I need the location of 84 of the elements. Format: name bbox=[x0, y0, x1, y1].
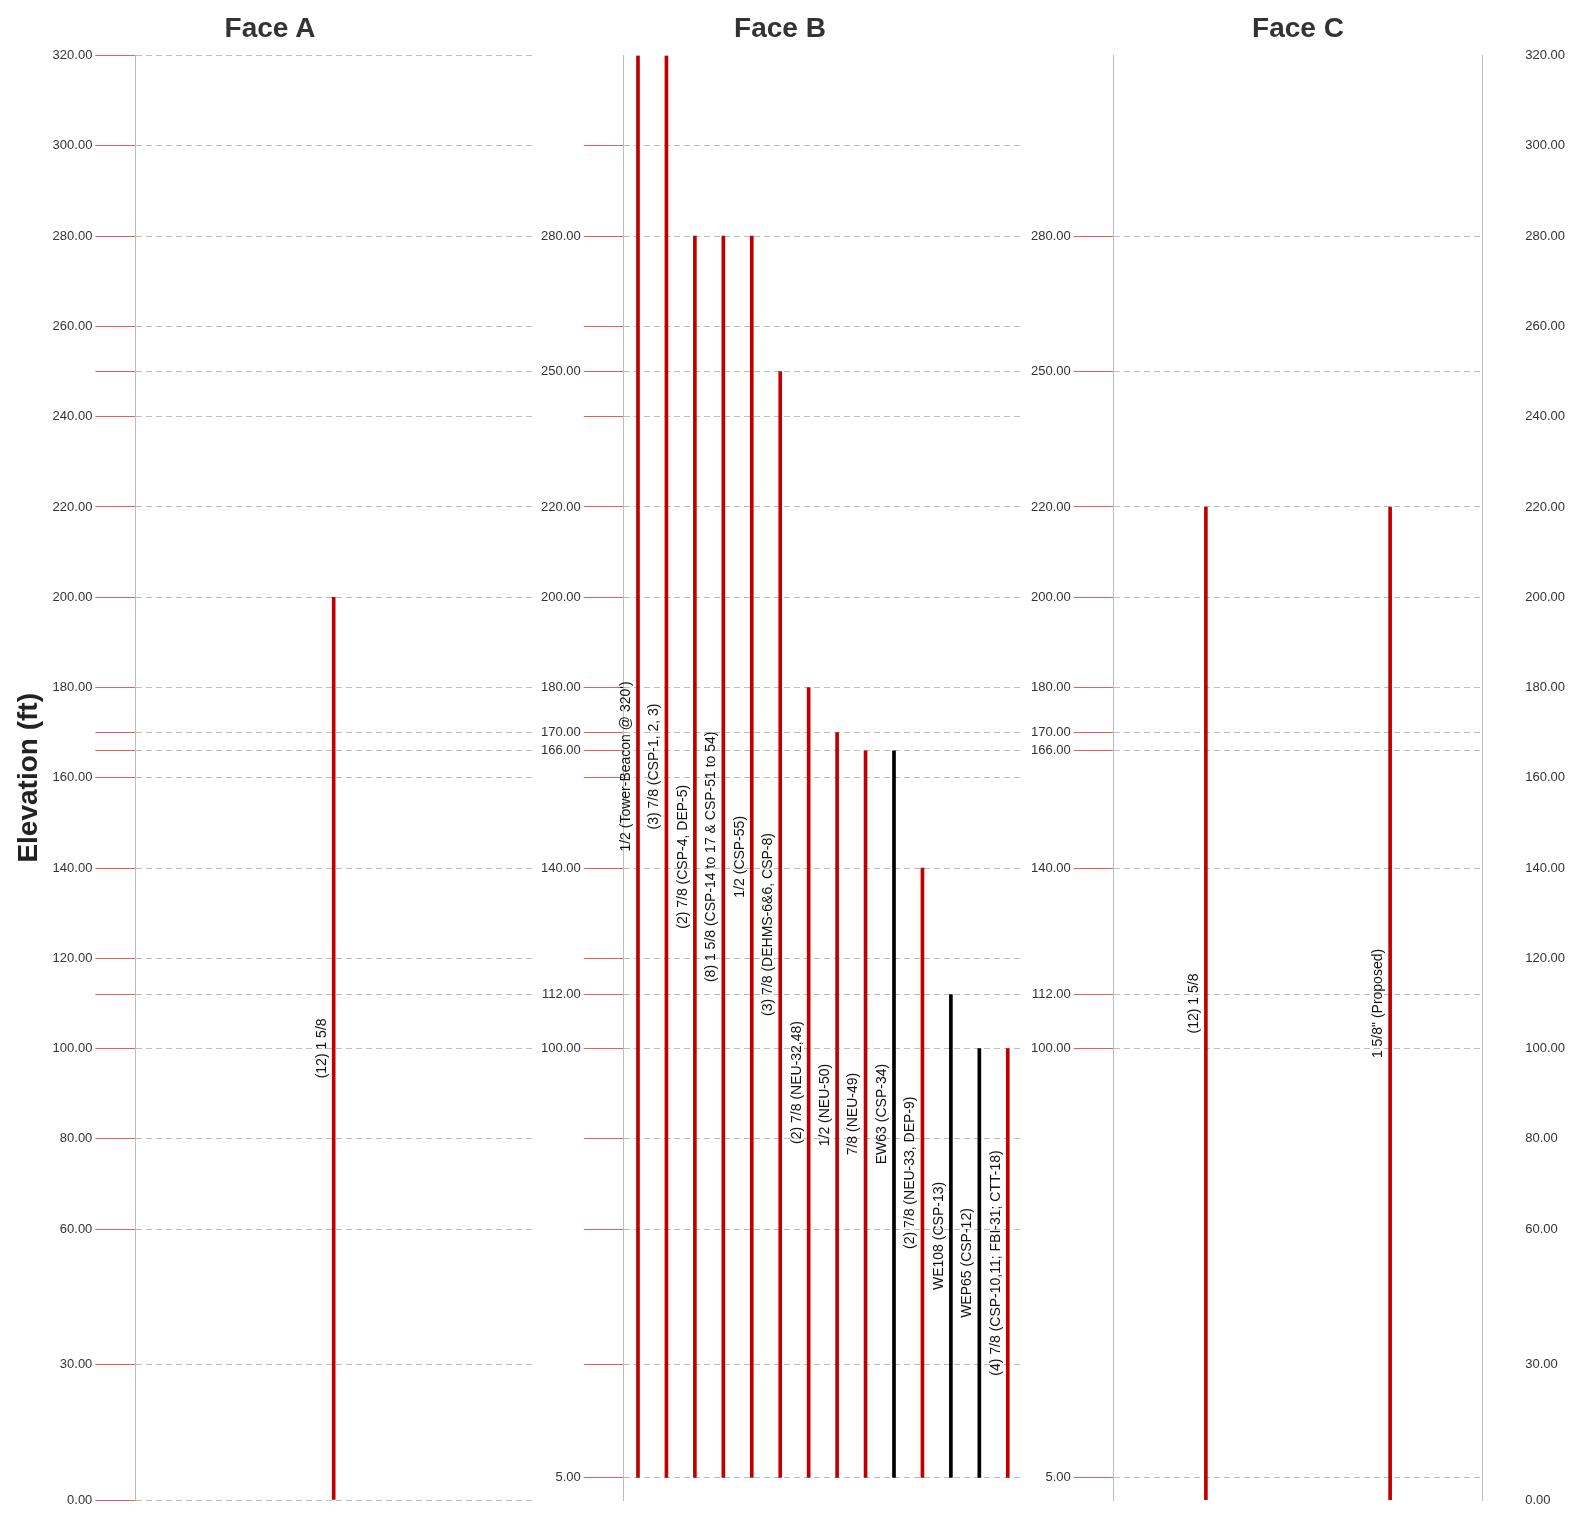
x-tick-label: (12) 1 5/8 bbox=[1184, 973, 1201, 1034]
y-tick-label: 140.00 bbox=[1031, 859, 1071, 875]
x-tick-label: WE108 (CSP-13) bbox=[929, 1181, 946, 1291]
y-tick-label: 200.00 bbox=[1031, 588, 1071, 604]
bar bbox=[693, 235, 697, 1478]
y-tick-label: 250.00 bbox=[1031, 363, 1071, 379]
x-tick-label: (8) 1 5/8 (CSP-14 to 17 & CSP-51 to 54) bbox=[702, 731, 719, 983]
y-tick-label: 180.00 bbox=[52, 679, 93, 695]
y-tick-label: 240.00 bbox=[52, 408, 93, 424]
y-tick-label: 100.00 bbox=[541, 1040, 581, 1056]
y-tick-label: 300.00 bbox=[52, 137, 93, 153]
x-tick-label: (4) 7/8 (CSP-10,11; FBI-31; CTT-18) bbox=[986, 1150, 1003, 1376]
y2-tick-label: 220.00 bbox=[1525, 498, 1565, 514]
y-tick-label: 170.00 bbox=[1031, 724, 1071, 740]
y-tick-label: 166.00 bbox=[541, 742, 581, 758]
x-tick-label: 1/2 (NEU-50) bbox=[815, 1063, 832, 1147]
y-tick-label: 0.00 bbox=[67, 1491, 93, 1507]
y-tick-label: 280.00 bbox=[52, 227, 93, 243]
y2-tick-label: 180.00 bbox=[1525, 679, 1565, 695]
y2-tick-label: 280.00 bbox=[1525, 227, 1565, 243]
y-tick-label: 280.00 bbox=[541, 227, 581, 243]
y-tick-label: 180.00 bbox=[541, 679, 581, 695]
y2-tick-label: 80.00 bbox=[1525, 1130, 1558, 1146]
y-tick-label: 60.00 bbox=[59, 1220, 93, 1236]
y2-tick-label: 160.00 bbox=[1525, 769, 1565, 785]
chart-title: Face B bbox=[734, 11, 826, 43]
y-tick-label: 112.00 bbox=[541, 986, 581, 1002]
x-tick-label: (3) 7/8 (CSP-1, 2, 3) bbox=[645, 703, 662, 830]
y-tick-label: 120.00 bbox=[52, 949, 93, 965]
y-tick-label: 180.00 bbox=[1031, 679, 1071, 695]
y2-tick-label: 0.00 bbox=[1525, 1491, 1551, 1507]
y-tick-label: 112.00 bbox=[1031, 986, 1071, 1002]
x-tick-label: (2) 7/8 (NEU-33, DEP-9) bbox=[901, 1096, 918, 1249]
y2-tick-label: 240.00 bbox=[1525, 408, 1565, 424]
y-tick-label: 320.00 bbox=[52, 47, 93, 63]
y-tick-label: 100.00 bbox=[1031, 1040, 1071, 1056]
bar bbox=[749, 235, 754, 1478]
y2-tick-label: 140.00 bbox=[1525, 859, 1565, 875]
x-tick-label: (2) 7/8 (CSP-4, DEP-5) bbox=[673, 784, 690, 929]
bar bbox=[721, 235, 726, 1478]
y-tick-label: 140.00 bbox=[541, 859, 581, 875]
chart-title: Face C bbox=[1252, 11, 1344, 43]
x-tick-label: WEP65 (CSP-12) bbox=[958, 1208, 975, 1318]
y-tick-label: 220.00 bbox=[52, 498, 93, 514]
y2-tick-label: 60.00 bbox=[1525, 1220, 1558, 1236]
y-tick-label: 250.00 bbox=[541, 363, 581, 379]
y2-tick-label: 300.00 bbox=[1525, 137, 1565, 153]
bar bbox=[636, 55, 640, 1478]
y-tick-label: 100.00 bbox=[52, 1040, 93, 1056]
y-tick-label: 166.00 bbox=[1031, 742, 1071, 758]
y-tick-label: 260.00 bbox=[52, 318, 93, 333]
y2-tick-label: 320.00 bbox=[1525, 47, 1565, 63]
x-tick-label: 1 5/8" (Proposed) bbox=[1368, 948, 1385, 1059]
chart-title: Face A bbox=[224, 11, 316, 43]
y-tick-label: 140.00 bbox=[52, 859, 93, 875]
bar bbox=[892, 750, 896, 1478]
y-tick-label: 5.00 bbox=[555, 1469, 581, 1485]
y2-tick-label: 30.00 bbox=[1525, 1356, 1558, 1372]
y2-tick-label: 100.00 bbox=[1525, 1040, 1565, 1056]
bar bbox=[1005, 1048, 1010, 1478]
y-tick-label: 220.00 bbox=[1031, 498, 1071, 514]
x-tick-label: (2) 7/8 (NEU-32,48) bbox=[787, 1021, 804, 1144]
bar bbox=[949, 994, 953, 1478]
y2-tick-label: 260.00 bbox=[1525, 318, 1565, 333]
y-axis-title: Elevation (ft) bbox=[11, 693, 43, 863]
y-tick-label: 200.00 bbox=[52, 588, 93, 604]
x-tick-label: (12) 1 5/8 bbox=[312, 1018, 329, 1079]
x-tick-label: 7/8 (NEU-49) bbox=[844, 1072, 861, 1156]
y-tick-label: 5.00 bbox=[1045, 1469, 1071, 1485]
y-tick-label: 200.00 bbox=[541, 588, 581, 604]
y2-tick-label: 200.00 bbox=[1525, 588, 1565, 604]
y-tick-label: 280.00 bbox=[1031, 227, 1071, 243]
y-tick-label: 220.00 bbox=[541, 498, 581, 514]
bar bbox=[778, 371, 783, 1478]
x-tick-label: (3) 7/8 (DEHMS-6&6, CSP-8) bbox=[759, 833, 776, 1016]
bar bbox=[835, 732, 839, 1478]
x-tick-label: EW63 (CSP-34) bbox=[872, 1063, 889, 1165]
x-tick-label: 1/2 (CSP-55) bbox=[730, 815, 747, 898]
y-tick-label: 160.00 bbox=[52, 769, 93, 785]
y-tick-label: 170.00 bbox=[541, 724, 581, 740]
y2-tick-label: 120.00 bbox=[1525, 949, 1565, 965]
x-tick-label: 1/2 (Tower-Beacon @ 320') bbox=[616, 681, 633, 852]
y-tick-label: 30.00 bbox=[59, 1356, 93, 1372]
y-tick-label: 80.00 bbox=[59, 1130, 93, 1146]
